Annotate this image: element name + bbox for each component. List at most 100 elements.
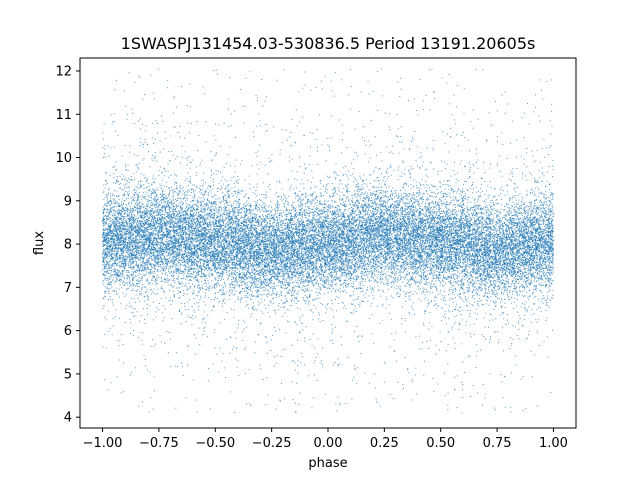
scatter-point xyxy=(444,252,445,253)
scatter-point xyxy=(351,399,352,400)
scatter-point xyxy=(429,187,430,188)
scatter-point xyxy=(182,219,183,220)
scatter-point xyxy=(336,201,337,202)
scatter-point xyxy=(396,288,397,289)
scatter-point xyxy=(523,410,524,411)
scatter-point xyxy=(446,304,447,305)
scatter-point xyxy=(427,306,428,307)
scatter-point xyxy=(335,177,336,178)
scatter-point xyxy=(195,235,196,236)
scatter-point xyxy=(331,324,332,325)
scatter-point xyxy=(117,276,118,277)
scatter-point xyxy=(151,191,152,192)
scatter-point xyxy=(529,172,530,173)
scatter-point xyxy=(390,267,391,268)
scatter-point xyxy=(474,283,475,284)
scatter-point xyxy=(200,296,201,297)
scatter-point xyxy=(165,219,166,220)
scatter-point xyxy=(234,294,235,295)
scatter-point xyxy=(318,226,319,227)
scatter-point xyxy=(137,165,138,166)
scatter-point xyxy=(548,200,549,201)
scatter-point xyxy=(128,270,129,271)
scatter-point xyxy=(377,268,378,269)
scatter-point xyxy=(550,278,551,279)
scatter-point xyxy=(142,284,143,285)
scatter-point xyxy=(194,204,195,205)
scatter-point xyxy=(317,353,318,354)
scatter-point xyxy=(364,140,365,141)
scatter-point xyxy=(455,209,456,210)
scatter-point xyxy=(292,218,293,219)
scatter-point xyxy=(503,318,504,319)
scatter-point xyxy=(501,187,502,188)
scatter-point xyxy=(185,270,186,271)
scatter-point xyxy=(409,201,410,202)
scatter-point xyxy=(461,281,462,282)
scatter-point xyxy=(197,234,198,235)
scatter-point xyxy=(210,187,211,188)
scatter-point xyxy=(353,294,354,295)
scatter-point xyxy=(365,222,366,223)
scatter-point xyxy=(459,237,460,238)
scatter-point xyxy=(430,208,431,209)
scatter-point xyxy=(543,280,544,281)
scatter-point xyxy=(312,177,313,178)
scatter-point xyxy=(495,101,496,102)
scatter-point xyxy=(475,246,476,247)
scatter-point xyxy=(388,268,389,269)
scatter-point xyxy=(445,231,446,232)
scatter-point xyxy=(116,80,117,81)
scatter-point xyxy=(405,254,406,255)
scatter-point xyxy=(393,250,394,251)
scatter-point xyxy=(141,196,142,197)
scatter-point xyxy=(199,299,200,300)
scatter-point xyxy=(493,214,494,215)
scatter-point xyxy=(216,70,217,71)
scatter-point xyxy=(295,370,296,371)
scatter-point xyxy=(527,282,528,283)
scatter-point xyxy=(240,256,241,257)
scatter-point xyxy=(486,227,487,228)
scatter-point xyxy=(459,194,460,195)
scatter-point xyxy=(451,251,452,252)
scatter-point xyxy=(366,208,367,209)
scatter-point xyxy=(292,171,293,172)
scatter-point xyxy=(190,211,191,212)
scatter-point xyxy=(144,227,145,228)
scatter-point xyxy=(371,270,372,271)
scatter-point xyxy=(244,256,245,257)
scatter-point xyxy=(387,203,388,204)
scatter-point xyxy=(468,254,469,255)
scatter-point xyxy=(363,253,364,254)
scatter-point xyxy=(317,252,318,253)
scatter-point xyxy=(111,203,112,204)
scatter-point xyxy=(468,265,469,266)
scatter-point xyxy=(118,196,119,197)
scatter-point xyxy=(437,221,438,222)
scatter-point xyxy=(183,222,184,223)
scatter-point xyxy=(379,223,380,224)
scatter-point xyxy=(393,223,394,224)
scatter-point xyxy=(350,69,351,70)
scatter-point xyxy=(211,246,212,247)
scatter-point xyxy=(254,248,255,249)
scatter-point xyxy=(335,227,336,228)
scatter-point xyxy=(369,266,370,267)
scatter-point xyxy=(552,253,553,254)
scatter-point xyxy=(401,199,402,200)
scatter-point xyxy=(147,295,148,296)
scatter-point xyxy=(506,219,507,220)
scatter-point xyxy=(406,212,407,213)
scatter-point xyxy=(126,272,127,273)
scatter-point xyxy=(508,299,509,300)
scatter-point xyxy=(474,324,475,325)
scatter-point xyxy=(122,189,123,190)
scatter-point xyxy=(309,216,310,217)
scatter-point xyxy=(438,294,439,295)
scatter-point xyxy=(450,276,451,277)
scatter-point xyxy=(455,322,456,323)
scatter-point xyxy=(501,255,502,256)
scatter-point xyxy=(407,199,408,200)
scatter-point xyxy=(492,277,493,278)
